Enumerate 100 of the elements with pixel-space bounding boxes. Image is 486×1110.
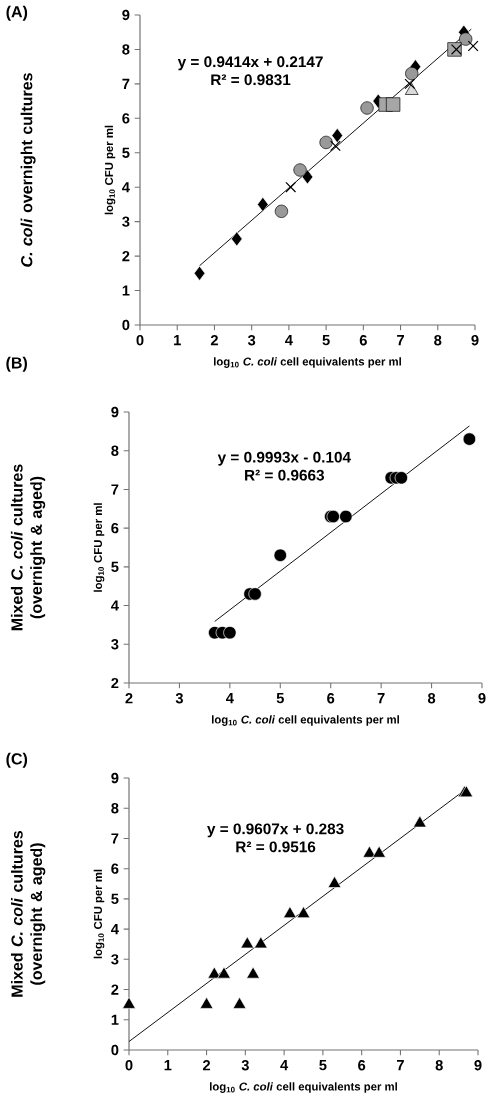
point	[405, 66, 419, 81]
y-tick-label: 6	[111, 863, 119, 874]
point	[385, 97, 401, 112]
point	[273, 548, 287, 562]
y-tick-label: 2	[111, 677, 119, 689]
x-tick-label: 7	[396, 1060, 404, 1071]
annotation: R² = 0.9516	[236, 841, 316, 853]
x-tick-label: 6	[358, 1060, 366, 1071]
annotation: y = 0.9993x - 0.104	[217, 451, 351, 466]
y-tick-label: 1	[111, 1014, 119, 1025]
point	[193, 265, 206, 281]
y-tick-label: 0	[111, 1044, 119, 1056]
x-tick-label: 4	[285, 335, 293, 346]
x-tick-label: 8	[435, 1060, 443, 1071]
y-tick-label: 8	[122, 44, 130, 55]
x-tick-label: 4	[280, 1060, 289, 1071]
y-tick-label: 6	[111, 522, 119, 534]
x-tick-label: 0	[136, 335, 144, 346]
x-tick-label: 6	[359, 335, 367, 346]
x-tick-label: 5	[276, 693, 284, 704]
x-tick-label: 1	[164, 1060, 172, 1071]
point	[122, 996, 136, 1009]
y-tick-label: 4	[122, 182, 130, 193]
y-tick-label: 8	[111, 445, 119, 456]
point	[394, 471, 408, 485]
point	[330, 140, 341, 152]
point	[199, 996, 214, 1009]
annotation: y = 0.9414x + 0.2147	[177, 56, 323, 71]
x-tick-label: 3	[247, 335, 256, 346]
x-tick-label: 1	[174, 335, 181, 346]
y-tick-label: 1	[122, 285, 130, 296]
x-tick-label: 9	[474, 1060, 482, 1071]
y-tick-label: 8	[111, 803, 119, 814]
x-tick-label: 7	[377, 693, 385, 704]
y-tick-label: 7	[122, 78, 130, 89]
y-tick-label: 3	[122, 216, 130, 227]
y-tick-label: 3	[111, 954, 119, 965]
x-axis-title: log$_{10}$ C. coli cell equivalents per ml	[210, 1082, 397, 1093]
point	[283, 906, 297, 919]
point	[339, 509, 353, 524]
point	[274, 204, 289, 218]
x-tick-label: 2	[202, 1060, 211, 1071]
x-tick-label: 5	[322, 335, 330, 346]
point	[217, 966, 231, 979]
y-tick-label: 0	[122, 319, 130, 331]
x-tick-label: 4	[226, 693, 234, 704]
y-tick-label: 7	[111, 484, 119, 495]
y-tick-label: 2	[122, 251, 130, 262]
y-axis-title: log$_{10}$ CFU per ml	[104, 125, 116, 215]
x-axis-title: log$_{10}$ C. coli cell equivalents per ml	[212, 715, 399, 726]
point	[360, 101, 374, 115]
y-tick-label: 4	[111, 924, 119, 935]
point	[301, 169, 314, 185]
x-tick-label: 8	[434, 335, 442, 346]
point	[248, 587, 262, 601]
y-axis-title: log$_{10}$ CFU per ml	[93, 869, 105, 959]
x-tick-label: 3	[175, 693, 183, 704]
x-tick-label: 6	[327, 693, 335, 704]
point	[327, 875, 342, 888]
annotation: R² = 0.9831	[211, 74, 291, 86]
chart-title: (C)	[6, 752, 28, 768]
y-tick-label: 7	[111, 833, 119, 844]
point	[296, 906, 311, 919]
x-tick-label: 3	[241, 1060, 249, 1071]
point	[254, 936, 268, 949]
y-axis-title: log$_{10}$ CFU per ml	[93, 503, 105, 592]
point	[372, 845, 386, 858]
point	[462, 432, 476, 446]
point	[319, 135, 333, 150]
point	[223, 626, 237, 640]
y-tick-label: 9	[111, 772, 119, 784]
point	[467, 40, 479, 52]
point	[285, 181, 297, 193]
y-tick-label: 9	[122, 9, 130, 21]
point	[413, 815, 427, 828]
y-tick-label: 5	[111, 561, 119, 572]
chart-title: (B)	[6, 356, 27, 372]
point	[293, 163, 307, 177]
x-tick-label: 7	[397, 335, 404, 346]
point	[257, 196, 269, 212]
x-tick-label: 2	[210, 335, 218, 346]
y-tick-label: 6	[122, 113, 130, 124]
point	[459, 32, 473, 46]
annotation: y = 0.9607x + 0.283	[207, 823, 344, 838]
point	[240, 936, 255, 949]
y-tick-label: 9	[111, 406, 119, 418]
x-axis-title: log$_{10}$ C. coli cell equivalents per ml	[214, 357, 401, 368]
y-tick-label: 2	[111, 984, 119, 995]
point	[232, 996, 247, 1009]
x-tick-label: 5	[319, 1060, 327, 1071]
point	[231, 231, 243, 247]
y-tick-label: 4	[111, 600, 119, 611]
point	[331, 128, 344, 144]
y-tick-label: 3	[111, 639, 119, 650]
x-tick-label: 9	[471, 335, 479, 346]
annotation: R² = 0.9663	[245, 469, 325, 481]
text: C. coli overnight cultures	[20, 73, 36, 267]
y-tick-label: 5	[111, 893, 119, 905]
x-tick-label: 9	[478, 693, 486, 704]
y-tick-label: 5	[122, 147, 130, 158]
